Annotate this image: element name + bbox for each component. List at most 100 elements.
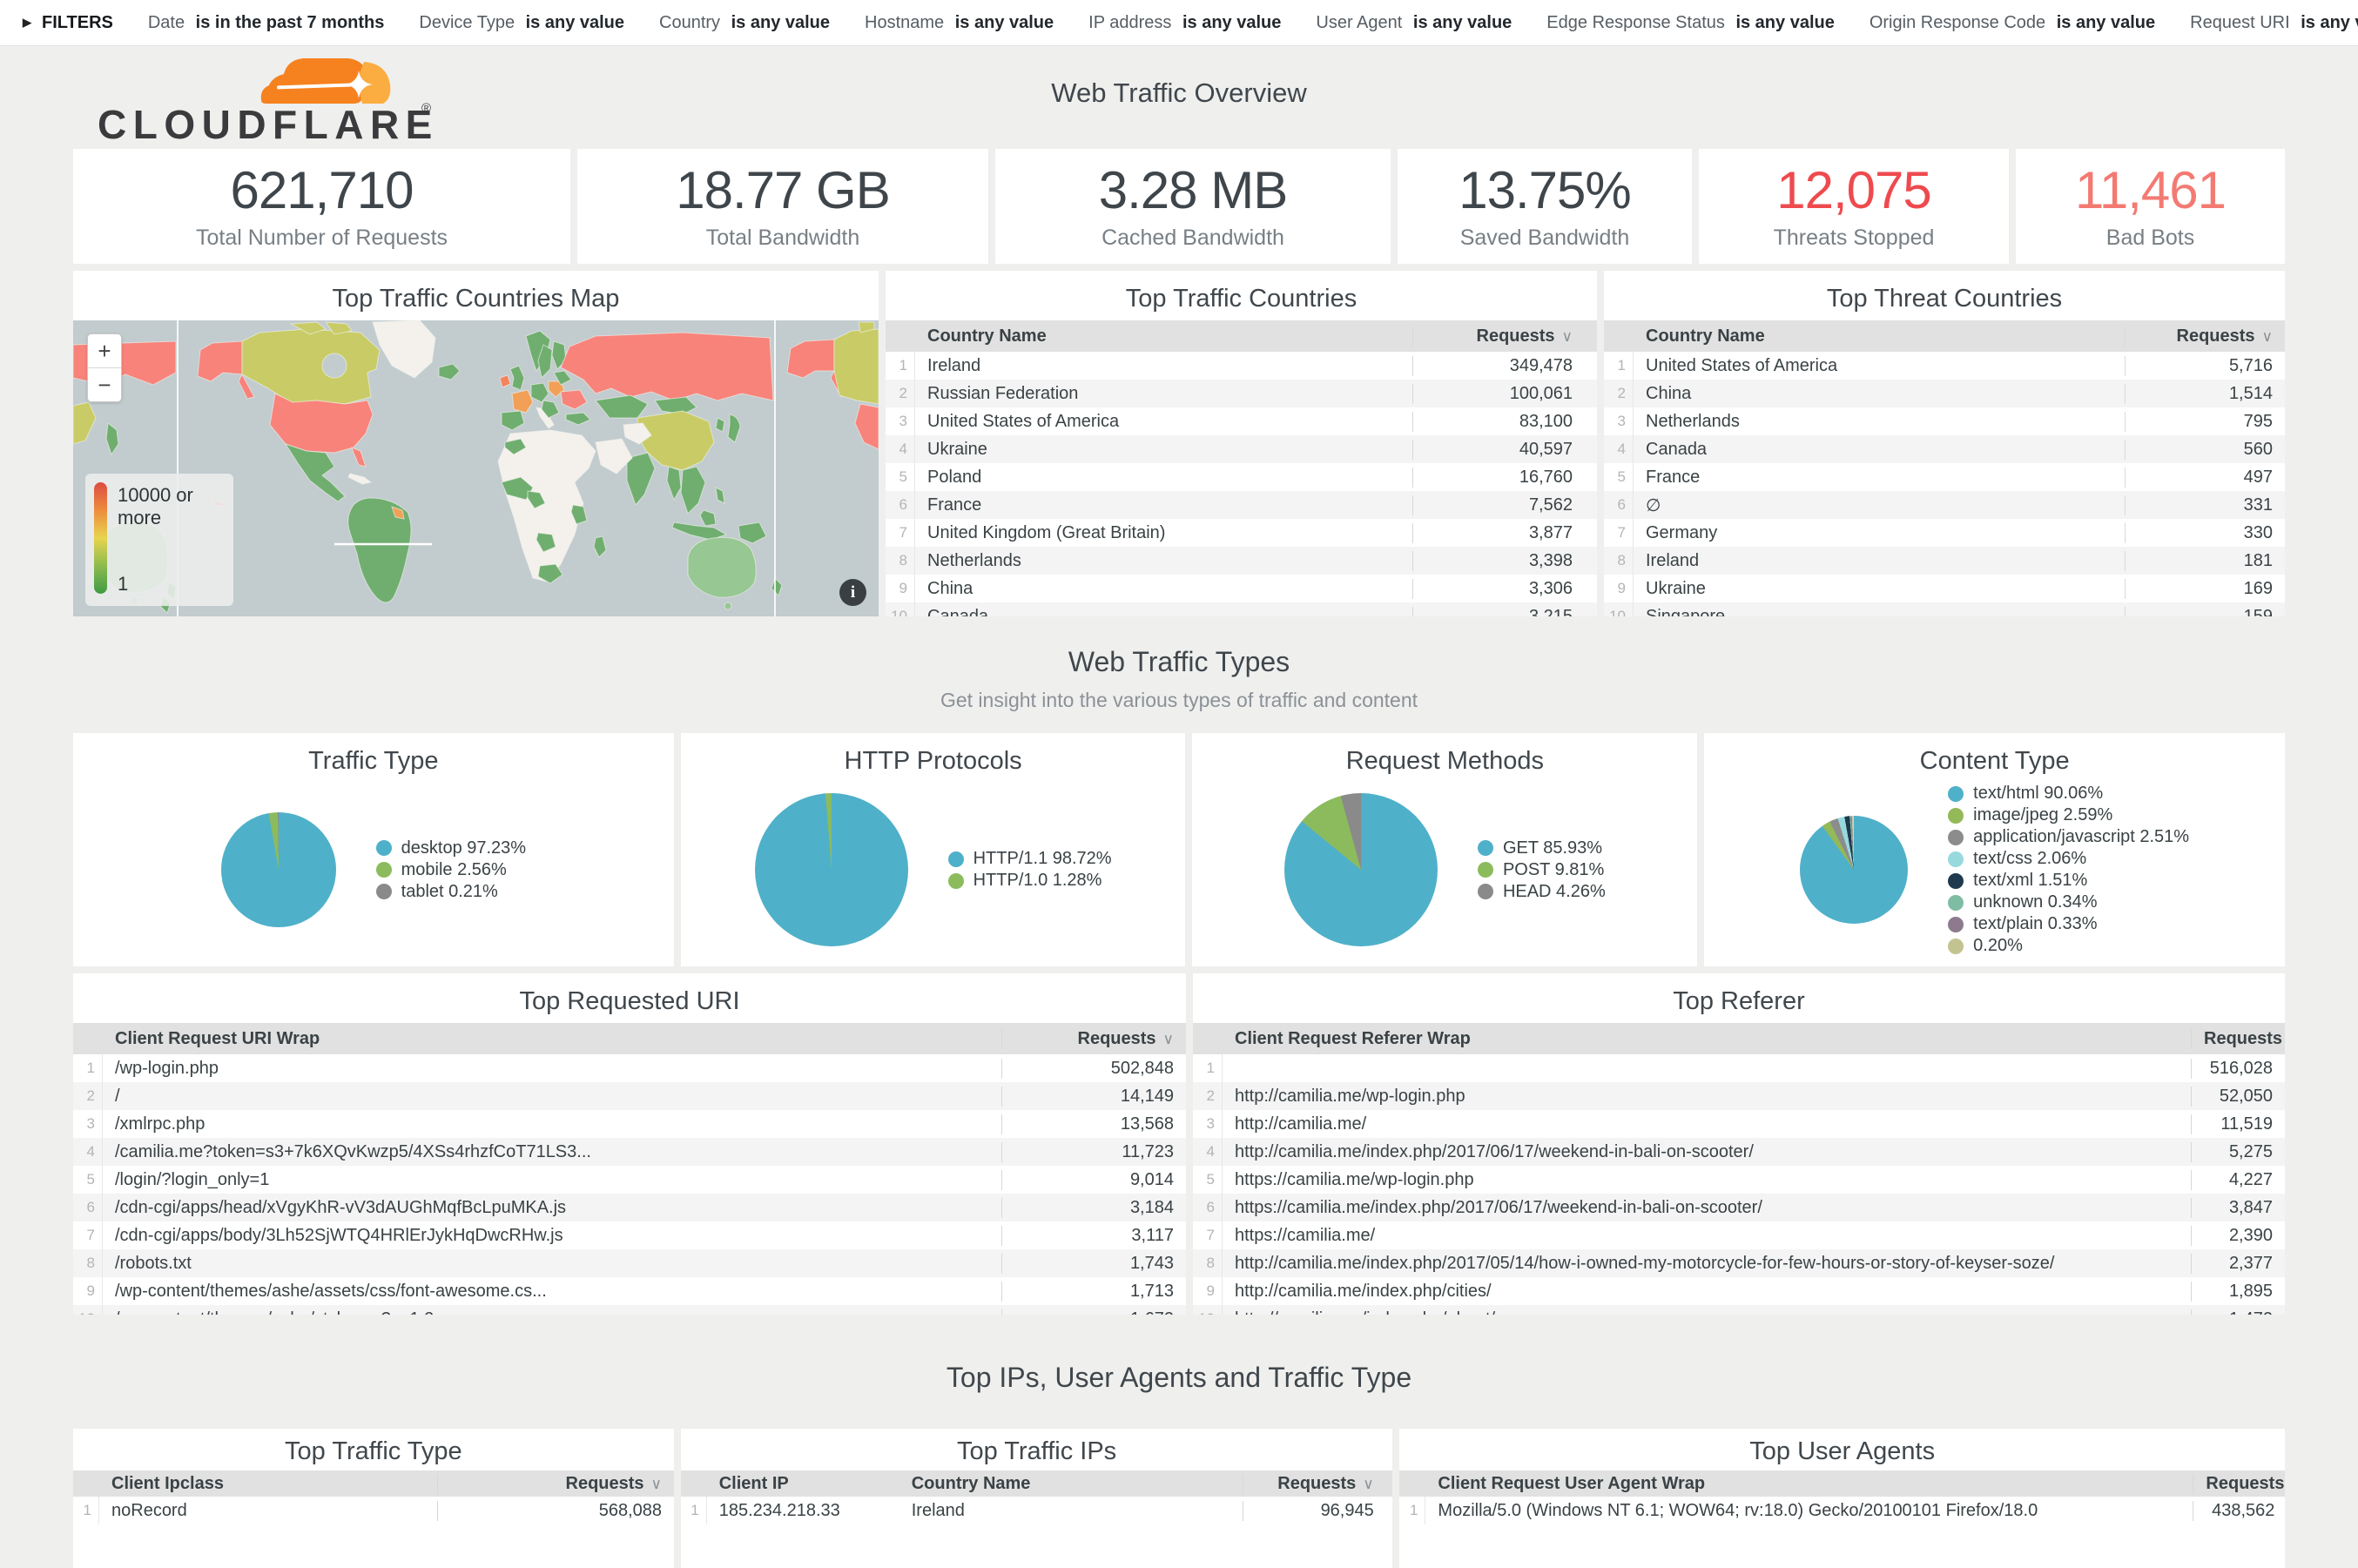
table-row[interactable]: 3 United States of America 83,100	[886, 407, 1597, 435]
cell-country-name[interactable]: Ireland	[1646, 550, 1700, 570]
cell-client-request-uri-wrap[interactable]: /wp-content/themes/ashe/style.css?v=1.2	[103, 1309, 1001, 1316]
cell-requests[interactable]: 497	[2125, 467, 2285, 488]
cell-country-name[interactable]: Russian Federation	[927, 383, 1079, 403]
table-row[interactable]: 3 Netherlands 795	[1604, 407, 2285, 435]
cell-requests[interactable]: 1,514	[2125, 383, 2285, 404]
cell-requests[interactable]: 40,597	[1412, 439, 1585, 460]
legend-item-http-1-1[interactable]: HTTP/1.1 98.72%	[947, 848, 1112, 870]
column-header-requests[interactable]: Requests∨	[1001, 1028, 1186, 1049]
table-row[interactable]: 2 China 1,514	[1604, 380, 2285, 407]
cell-requests[interactable]: 568,088	[437, 1500, 674, 1521]
cell-country-name[interactable]: Ireland	[911, 1500, 965, 1520]
table-row[interactable]: 8 http://camilia.me/index.php/2017/05/14/…	[1193, 1249, 2285, 1277]
cell-country-name[interactable]: Ukraine	[1646, 578, 1706, 598]
cell-requests[interactable]: 11,519	[2191, 1114, 2285, 1134]
table-row[interactable]: 1 Mozilla/5.0 (Windows NT 6.1; WOW64; rv:…	[1399, 1497, 2285, 1524]
cell-requests[interactable]: 330	[2125, 522, 2285, 543]
column-header-requests[interactable]: Requests∨	[437, 1473, 674, 1494]
cell-requests[interactable]: 83,100	[1412, 411, 1585, 432]
cell-client-request-referer-wrap[interactable]: http://camilia.me/index.php/2017/05/14/h…	[1235, 1253, 2055, 1273]
table-row[interactable]: 1/wp-login.php 502,848	[73, 1054, 1186, 1082]
legend-item-post[interactable]: POST 9.81%	[1477, 859, 1606, 881]
legend-item-application-javascript[interactable]: application/javascript 2.51%	[1948, 826, 2189, 848]
legend-item-unknown[interactable]: unknown 0.34%	[1948, 892, 2189, 913]
table-row[interactable]: 5 Poland 16,760	[886, 463, 1597, 491]
cell-requests[interactable]: 5,716	[2125, 355, 2285, 376]
content-type-pie-chart[interactable]	[1800, 816, 1909, 924]
cell-client-request-referer-wrap[interactable]: https://camilia.me/wp-login.php	[1235, 1169, 1474, 1189]
cell-requests[interactable]: 3,215	[1412, 606, 1585, 616]
legend-item-0-20[interactable]: 0.20%	[1948, 935, 2189, 957]
cell-requests[interactable]: 502,848	[1001, 1058, 1186, 1079]
table-row[interactable]: 9/wp-content/themes/ashe/assets/css/font…	[73, 1277, 1186, 1305]
cell-requests[interactable]: 3,306	[1412, 578, 1585, 599]
cell-requests[interactable]: 1,672	[1001, 1309, 1186, 1315]
legend-item-get[interactable]: GET 85.93%	[1477, 838, 1606, 859]
cell-country-name[interactable]: Netherlands	[927, 550, 1021, 570]
cell-client-request-uri-wrap[interactable]: /wp-content/themes/ashe/assets/css/font-…	[115, 1281, 547, 1301]
cell-country-name[interactable]: ∅	[1646, 495, 1661, 515]
cell-client-request-referer-wrap[interactable]: http://camilia.me/index.php/about/	[1223, 1309, 2191, 1316]
cell-country-name[interactable]: Ukraine	[927, 439, 987, 459]
cell-requests[interactable]: 5,275	[2191, 1141, 2285, 1162]
column-header-requests[interactable]: Requests∨	[1412, 326, 1585, 347]
table-row[interactable]: 9 http://camilia.me/index.php/cities/1,89…	[1193, 1277, 2285, 1305]
cell-client-request-uri-wrap[interactable]: /	[115, 1086, 120, 1106]
table-row[interactable]: 6 France 7,562	[886, 491, 1597, 519]
table-row[interactable]: 3 http://camilia.me/11,519	[1193, 1110, 2285, 1138]
cell-client-request-uri-wrap[interactable]: /wp-login.php	[115, 1058, 219, 1078]
table-row[interactable]: 4 Canada 560	[1604, 435, 2285, 463]
filter-edge-response-status[interactable]: Edge Response Status is any value	[1546, 12, 1835, 32]
table-row[interactable]: 6 https://camilia.me/index.php/2017/06/17…	[1193, 1194, 2285, 1221]
cell-client-request-referer-wrap[interactable]: https://camilia.me/	[1235, 1225, 1376, 1245]
cell-requests[interactable]: 795	[2125, 411, 2285, 432]
cell-client-request-referer-wrap[interactable]: http://camilia.me/index.php/2017/06/17/w…	[1235, 1141, 1754, 1161]
filters-toggle[interactable]: ▶ FILTERS	[23, 13, 113, 33]
cell-requests[interactable]: 3,847	[2191, 1197, 2285, 1218]
filter-device-type[interactable]: Device Type is any value	[419, 12, 625, 32]
table-row[interactable]: 7 Germany 330	[1604, 519, 2285, 547]
filter-ip-address[interactable]: IP address is any value	[1088, 12, 1282, 32]
cell-client-request-uri-wrap[interactable]: /robots.txt	[115, 1253, 192, 1273]
cell-requests[interactable]: 1,895	[2191, 1281, 2285, 1302]
legend-item-http-1-0[interactable]: HTTP/1.0 1.28%	[947, 870, 1112, 892]
request-methods-pie-chart[interactable]	[1283, 793, 1438, 946]
cell-country-name[interactable]: United States of America	[1646, 355, 1838, 375]
filter-country[interactable]: Country is any value	[659, 12, 831, 32]
column-header-requests[interactable]: Requests∨	[2125, 326, 2285, 347]
legend-item-text-html[interactable]: text/html 90.06%	[1948, 783, 2189, 804]
cell-requests[interactable]: 516,028	[2191, 1058, 2285, 1079]
map-zoom-out-button[interactable]: −	[98, 371, 111, 398]
table-row[interactable]: 6/cdn-cgi/apps/head/xVgyKhR-vV3dAUGhMqfB…	[73, 1194, 1186, 1221]
filter-request-uri[interactable]: Request URI is any value	[2190, 12, 2358, 32]
table-row[interactable]: 1 185.234.218.33 Ireland 96,945	[680, 1497, 1393, 1524]
table-row[interactable]: 2 http://camilia.me/wp-login.php 52,050	[1193, 1082, 2285, 1110]
cell-requests[interactable]: 169	[2125, 578, 2285, 599]
cell-requests[interactable]: 7,562	[1412, 495, 1585, 515]
traffic-type-pie-chart[interactable]	[220, 812, 336, 927]
legend-item-text-css[interactable]: text/css 2.06%	[1948, 848, 2189, 870]
cell-client-request-referer-wrap[interactable]: http://camilia.me/wp-login.php	[1235, 1086, 1465, 1106]
cell-requests[interactable]: 3,117	[1001, 1225, 1186, 1246]
legend-item-text-plain[interactable]: text/plain 0.33%	[1948, 913, 2189, 935]
cell-country-name[interactable]: Netherlands	[1646, 411, 1740, 431]
table-row[interactable]: 8 Netherlands 3,398	[886, 547, 1597, 575]
cell-country-name[interactable]: Canada	[1646, 439, 1708, 459]
table-row[interactable]: 5 France 497	[1604, 463, 2285, 491]
cell-requests[interactable]: 331	[2125, 495, 2285, 515]
table-row[interactable]: 10http://camilia.me/index.php/about/1,47…	[1193, 1305, 2285, 1315]
cell-country-name[interactable]: France	[1646, 467, 1701, 487]
cell-requests[interactable]: 9,014	[1001, 1169, 1186, 1190]
table-row[interactable]: 7 https://camilia.me/2,390	[1193, 1221, 2285, 1249]
filter-hostname[interactable]: Hostname is any value	[865, 12, 1054, 32]
cell-country-name[interactable]: China	[1646, 383, 1692, 403]
cell-client-ipclass[interactable]: noRecord	[111, 1500, 187, 1520]
cell-country-name[interactable]: Poland	[927, 467, 982, 487]
cell-requests[interactable]: 4,227	[2191, 1169, 2285, 1190]
cell-country-name[interactable]: China	[927, 578, 974, 598]
table-row[interactable]: 1 noRecord 568,088	[73, 1497, 674, 1524]
http-protocols-pie-chart[interactable]	[754, 793, 908, 946]
table-row[interactable]: 5/login/?login_only=1 9,014	[73, 1166, 1186, 1194]
cell-requests[interactable]: 13,568	[1001, 1114, 1186, 1134]
cell-client-request-uri-wrap[interactable]: /cdn-cgi/apps/body/3Lh52SjWTQ4HRlErJykHq…	[115, 1225, 563, 1245]
